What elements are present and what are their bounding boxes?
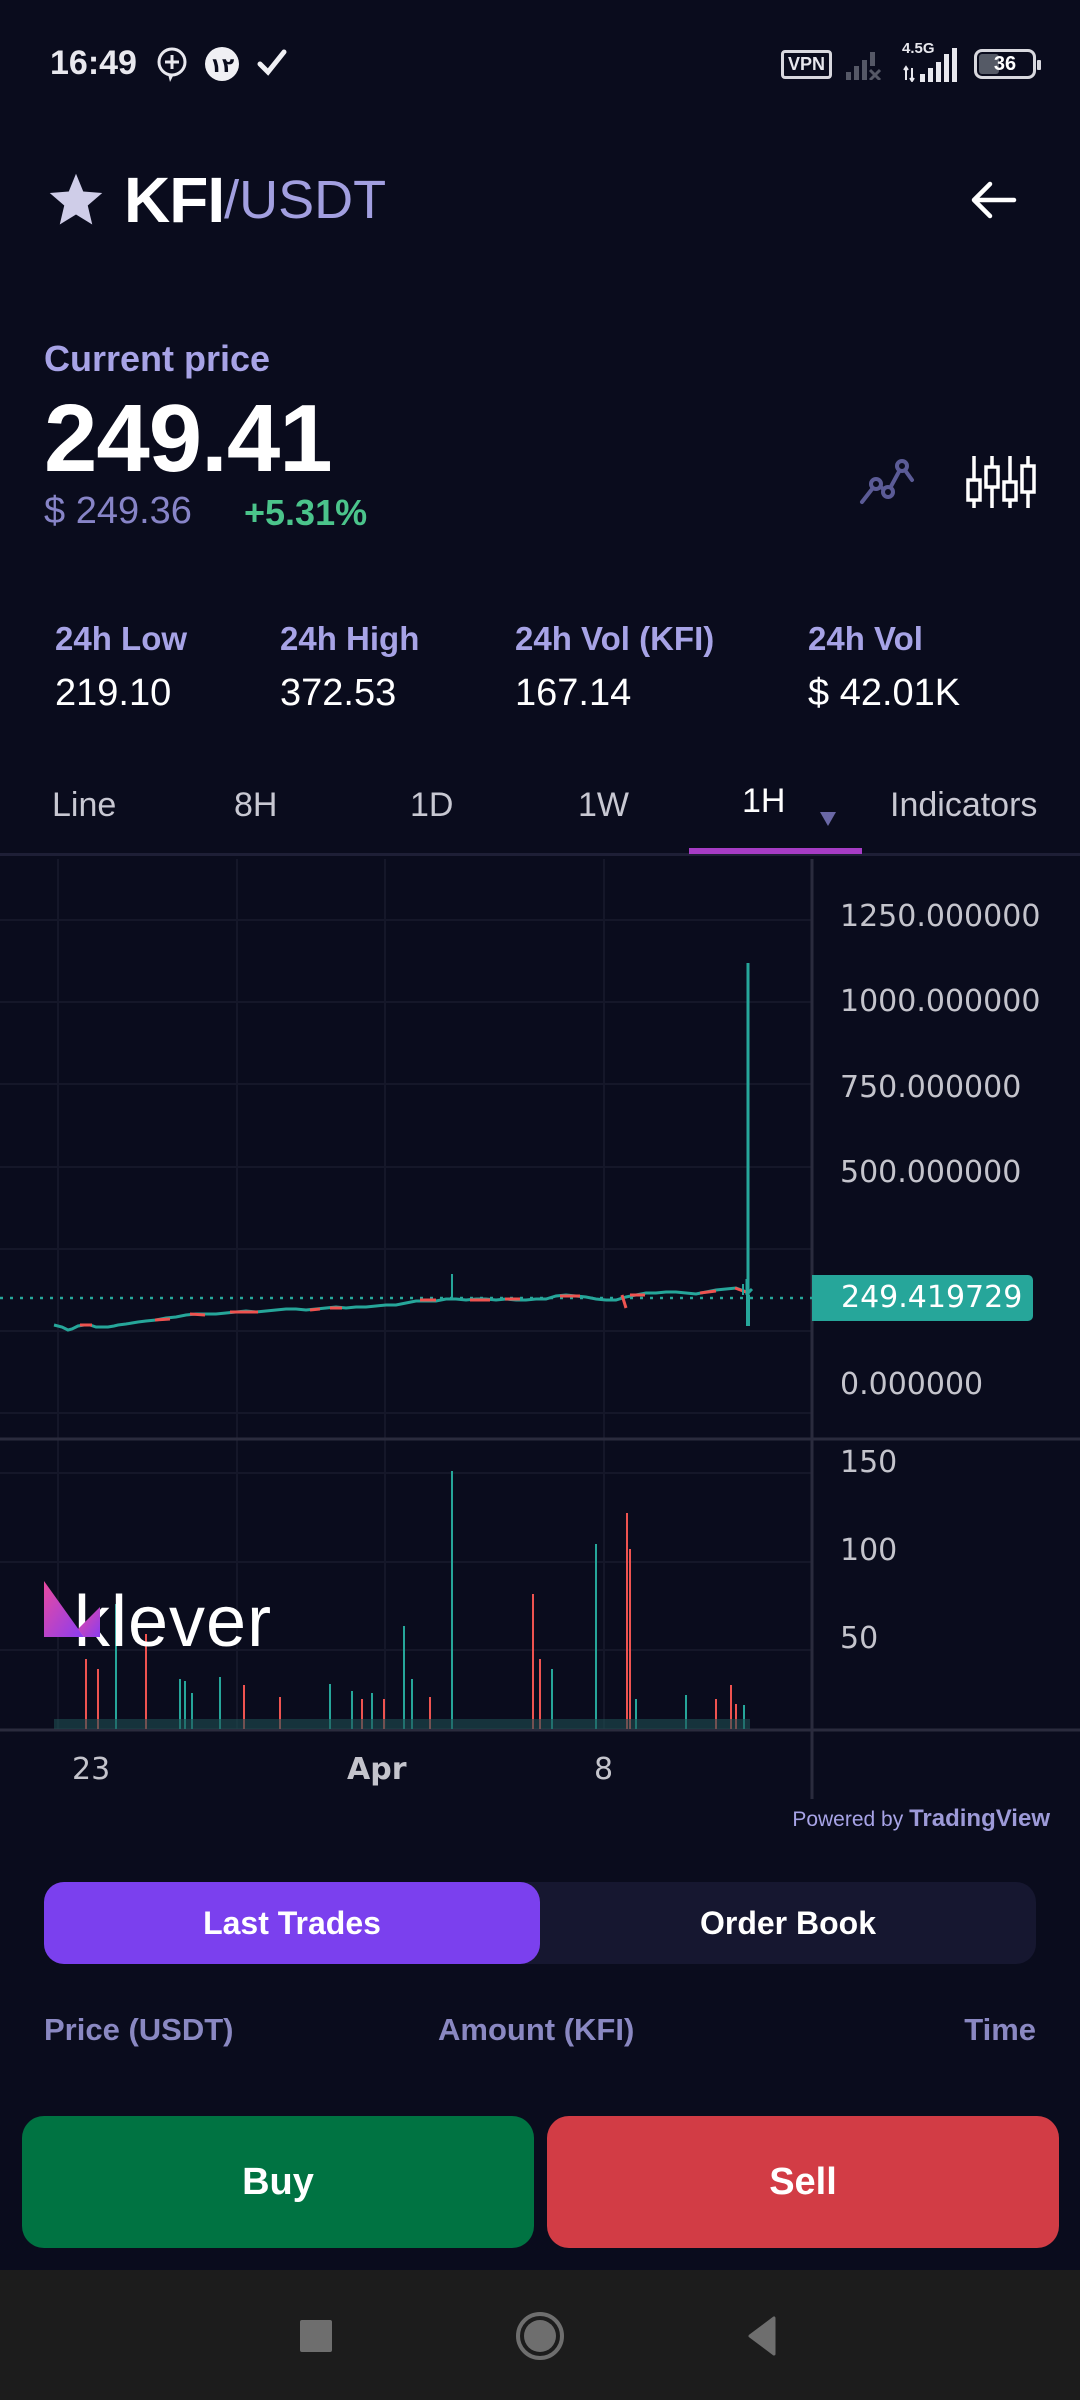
klever-wordmark: klever bbox=[74, 1582, 273, 1662]
stat-24h-vol-usd: 24h Vol $ 42.01K bbox=[808, 620, 961, 714]
signal-off-icon bbox=[846, 52, 882, 80]
price-axis-label: 0.000000 bbox=[840, 1367, 984, 1402]
last-price-tag: 249.419729 bbox=[812, 1275, 1033, 1321]
recents-icon[interactable] bbox=[286, 2306, 346, 2366]
price-axis-label: 750.000000 bbox=[840, 1070, 1022, 1105]
last-trades-tab[interactable]: Last Trades bbox=[44, 1882, 540, 1964]
sell-button[interactable]: Sell bbox=[547, 2116, 1059, 2248]
back-icon[interactable] bbox=[730, 2306, 790, 2366]
column-price: Price (USDT) bbox=[44, 2012, 234, 2047]
android-nav-bar bbox=[0, 2270, 1080, 2400]
time-axis-label: 8 bbox=[594, 1752, 614, 1787]
badge-12-icon: ۱۲ bbox=[205, 47, 239, 81]
price-axis-label: 1250.000000 bbox=[840, 899, 1041, 934]
pair-base: KFI bbox=[124, 164, 225, 236]
stat-24h-high: 24h High 372.53 bbox=[280, 620, 420, 714]
24h-stats: 24h Low 219.10 24h High 372.53 24h Vol (… bbox=[0, 620, 1080, 730]
chart-interval-tabs: Line 8H 1D 1W 1H Indicators bbox=[0, 770, 1080, 856]
tradingview-attribution[interactable]: Powered by TradingView bbox=[792, 1805, 1050, 1832]
active-tab-indicator bbox=[689, 848, 862, 854]
star-icon[interactable] bbox=[46, 170, 106, 230]
order-book-tab[interactable]: Order Book bbox=[699, 1904, 877, 1941]
tab-indicators[interactable]: Indicators bbox=[890, 786, 1038, 824]
tab-line[interactable]: Line bbox=[52, 786, 117, 824]
status-bar: 16:49 ۱۲ VPN 4.5G 36 bbox=[0, 0, 1080, 130]
volume-axis-label: 100 bbox=[840, 1533, 898, 1568]
candlestick-icon[interactable] bbox=[962, 430, 1042, 510]
price-axis-label: 500.000000 bbox=[840, 1155, 1022, 1190]
column-amount: Amount (KFI) bbox=[438, 2012, 635, 2047]
time-axis-label: Apr bbox=[347, 1752, 407, 1787]
volume-axis-label: 50 bbox=[840, 1621, 879, 1656]
volume-axis-label: 150 bbox=[840, 1445, 898, 1480]
interval-dropdown-caret-icon[interactable] bbox=[820, 812, 836, 826]
tab-1d[interactable]: 1D bbox=[410, 786, 454, 824]
svg-text:۱۲: ۱۲ bbox=[210, 53, 234, 77]
buy-button[interactable]: Buy bbox=[22, 2116, 534, 2248]
home-icon[interactable] bbox=[510, 2306, 570, 2366]
line-chart-icon[interactable] bbox=[856, 430, 936, 510]
battery-indicator: 36 bbox=[974, 49, 1041, 79]
current-price: 249.41 bbox=[44, 385, 333, 492]
status-time: 16:49 bbox=[50, 44, 137, 82]
usd-price: $ 249.36 bbox=[44, 490, 192, 532]
klever-logo-icon bbox=[44, 1581, 100, 1637]
stat-24h-vol-kfi: 24h Vol (KFI) 167.14 bbox=[515, 620, 715, 714]
time-axis-label: 23 bbox=[72, 1752, 111, 1787]
chat-plus-icon bbox=[157, 47, 187, 82]
trades-toggle: Last Trades Order Book bbox=[44, 1882, 1036, 1964]
price-change-badge: +5.31% bbox=[244, 492, 368, 533]
back-arrow-icon[interactable] bbox=[964, 170, 1024, 230]
column-time: Time bbox=[964, 2012, 1036, 2047]
price-axis-label: 1000.000000 bbox=[840, 984, 1041, 1019]
tab-1w[interactable]: 1W bbox=[578, 786, 629, 824]
status-indicators: VPN 4.5G 36 bbox=[780, 40, 1041, 82]
check-icon bbox=[257, 49, 287, 76]
price-chart[interactable]: 1250.000000 1000.000000 750.000000 500.0… bbox=[0, 859, 1080, 1832]
stat-24h-low: 24h Low 219.10 bbox=[55, 620, 188, 714]
pair-header: KFI / USDT bbox=[46, 160, 1034, 240]
tab-8h[interactable]: 8H bbox=[234, 786, 278, 824]
klever-watermark: klever bbox=[44, 1581, 272, 1663]
pair-separator: / bbox=[224, 170, 240, 230]
pair-quote: USDT bbox=[239, 170, 387, 230]
vpn-badge: VPN bbox=[780, 49, 832, 79]
current-price-label: Current price bbox=[44, 338, 271, 379]
tab-1h[interactable]: 1H bbox=[742, 782, 786, 820]
chart-canvas bbox=[0, 859, 1080, 1799]
signal-4g-icon: 4.5G bbox=[902, 40, 960, 82]
